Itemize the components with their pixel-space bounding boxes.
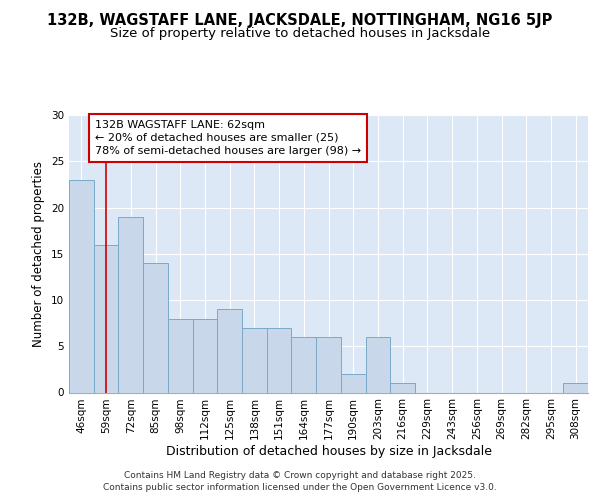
Bar bbox=[118, 217, 143, 392]
Bar bbox=[193, 318, 217, 392]
Text: Size of property relative to detached houses in Jacksdale: Size of property relative to detached ho… bbox=[110, 28, 490, 40]
Bar bbox=[365, 337, 390, 392]
Bar bbox=[143, 263, 168, 392]
Bar bbox=[69, 180, 94, 392]
Text: 132B, WAGSTAFF LANE, JACKSDALE, NOTTINGHAM, NG16 5JP: 132B, WAGSTAFF LANE, JACKSDALE, NOTTINGH… bbox=[47, 12, 553, 28]
Bar bbox=[217, 309, 242, 392]
Bar bbox=[563, 383, 588, 392]
Bar bbox=[94, 244, 118, 392]
Bar bbox=[341, 374, 365, 392]
Text: 132B WAGSTAFF LANE: 62sqm
← 20% of detached houses are smaller (25)
78% of semi-: 132B WAGSTAFF LANE: 62sqm ← 20% of detac… bbox=[95, 120, 361, 156]
Bar bbox=[168, 318, 193, 392]
Y-axis label: Number of detached properties: Number of detached properties bbox=[32, 161, 46, 347]
Bar bbox=[267, 328, 292, 392]
Bar bbox=[242, 328, 267, 392]
X-axis label: Distribution of detached houses by size in Jacksdale: Distribution of detached houses by size … bbox=[166, 445, 491, 458]
Bar bbox=[292, 337, 316, 392]
Text: Contains HM Land Registry data © Crown copyright and database right 2025.
Contai: Contains HM Land Registry data © Crown c… bbox=[103, 471, 497, 492]
Bar bbox=[390, 383, 415, 392]
Bar bbox=[316, 337, 341, 392]
